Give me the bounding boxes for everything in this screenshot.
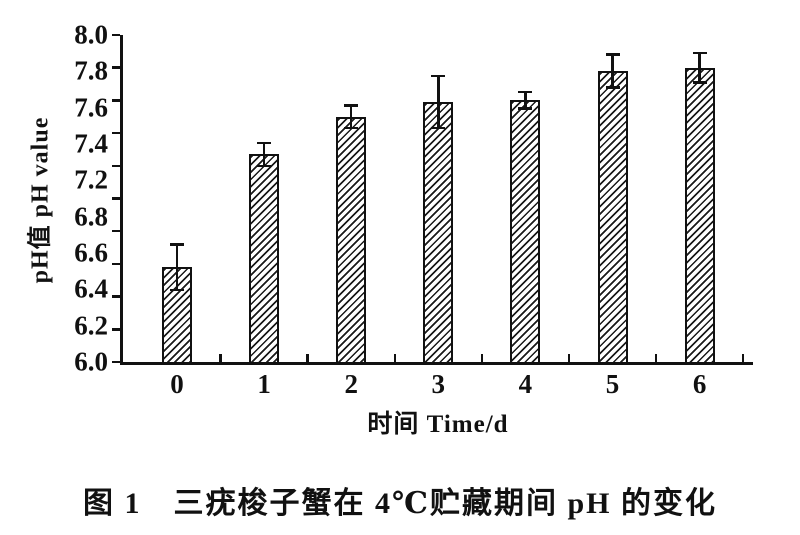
y-axis-tick bbox=[112, 164, 120, 168]
y-tick-label: 7.8 bbox=[74, 55, 108, 86]
y-tick-label: 6.0 bbox=[74, 346, 108, 377]
y-axis-tick bbox=[112, 360, 120, 364]
y-tick-label: 7.6 bbox=[74, 92, 108, 123]
y-tick-label: 6.6 bbox=[74, 237, 108, 268]
bar-day-3 bbox=[423, 102, 454, 362]
x-tick-label: 3 bbox=[431, 369, 446, 399]
x-axis-tick bbox=[654, 354, 658, 362]
x-tick-label: 0 bbox=[170, 369, 184, 399]
y-axis-tick bbox=[112, 262, 120, 266]
error-bar-cap-top bbox=[257, 141, 272, 145]
error-bar-cap-top bbox=[518, 90, 533, 94]
error-bar-cap-top bbox=[344, 104, 359, 107]
y-tick-label: 6.8 bbox=[74, 201, 108, 232]
y-axis-title: pH值 pH value bbox=[27, 116, 54, 284]
x-tick-label: 2 bbox=[344, 369, 358, 399]
error-bar-line bbox=[349, 105, 353, 129]
x-tick-label: 5 bbox=[605, 369, 620, 399]
x-tick-label: 6 bbox=[692, 369, 707, 399]
error-bar-cap-bottom bbox=[605, 86, 620, 89]
y-tick-label: 7.4 bbox=[74, 128, 108, 159]
error-bar-cap-bottom bbox=[518, 107, 533, 110]
error-bar-line bbox=[611, 54, 614, 88]
x-tick-label: 1 bbox=[257, 369, 271, 399]
bar-day-6 bbox=[684, 67, 715, 362]
y-axis-tick bbox=[112, 131, 120, 135]
error-bar-line bbox=[698, 52, 701, 83]
error-bar-line bbox=[262, 142, 266, 166]
y-axis-tick bbox=[112, 197, 120, 200]
error-bar-cap-bottom bbox=[257, 164, 272, 168]
x-axis-tick bbox=[393, 354, 396, 362]
error-bar-line bbox=[437, 75, 440, 129]
error-bar-cap-bottom bbox=[170, 288, 184, 292]
plot-area bbox=[112, 33, 753, 365]
x-axis-tick bbox=[306, 354, 309, 362]
y-axis-tick bbox=[112, 33, 120, 37]
x-axis-tick-labels: 0 1 2 3 4 5 6 bbox=[123, 371, 753, 403]
y-axis-tick bbox=[112, 99, 120, 102]
error-bar-cap-top bbox=[170, 243, 184, 246]
x-axis-tick bbox=[567, 354, 571, 362]
x-axis-tick bbox=[741, 354, 745, 362]
error-bar-line bbox=[524, 92, 527, 109]
x-axis-tick bbox=[480, 354, 484, 362]
y-tick-label: 6.4 bbox=[74, 273, 108, 304]
error-bar-cap-bottom bbox=[431, 126, 446, 130]
y-axis-tick bbox=[112, 295, 120, 298]
bar-day-1 bbox=[249, 154, 280, 362]
error-bar-cap-bottom bbox=[344, 126, 359, 130]
y-tick-label: 6.2 bbox=[74, 310, 108, 341]
bar-day-2 bbox=[336, 116, 367, 362]
x-axis-tick bbox=[219, 354, 222, 362]
bar-day-5 bbox=[597, 70, 628, 362]
error-bar-cap-top bbox=[605, 53, 620, 56]
error-bar-cap-bottom bbox=[692, 81, 707, 84]
y-axis-tick-labels: 8.0 7.8 7.6 7.4 7.2 6.8 6.6 6.4 6.2 6.0 bbox=[56, 21, 108, 375]
y-axis-tick bbox=[112, 66, 120, 69]
error-bar-line bbox=[175, 244, 179, 291]
error-bar-cap-top bbox=[692, 51, 707, 55]
y-axis-tick bbox=[112, 328, 120, 331]
bar-day-4 bbox=[510, 100, 541, 362]
error-bar-cap-top bbox=[431, 74, 446, 78]
x-axis-title: 时间 Time/d bbox=[367, 411, 509, 438]
figure-caption: 图 1 三疣梭子蟹在 4℃贮藏期间 pH 的变化 bbox=[83, 487, 717, 520]
y-tick-label: 7.2 bbox=[74, 164, 108, 195]
y-axis-tick bbox=[112, 229, 120, 233]
y-tick-label: 8.0 bbox=[74, 19, 108, 50]
x-tick-label: 4 bbox=[518, 369, 533, 399]
